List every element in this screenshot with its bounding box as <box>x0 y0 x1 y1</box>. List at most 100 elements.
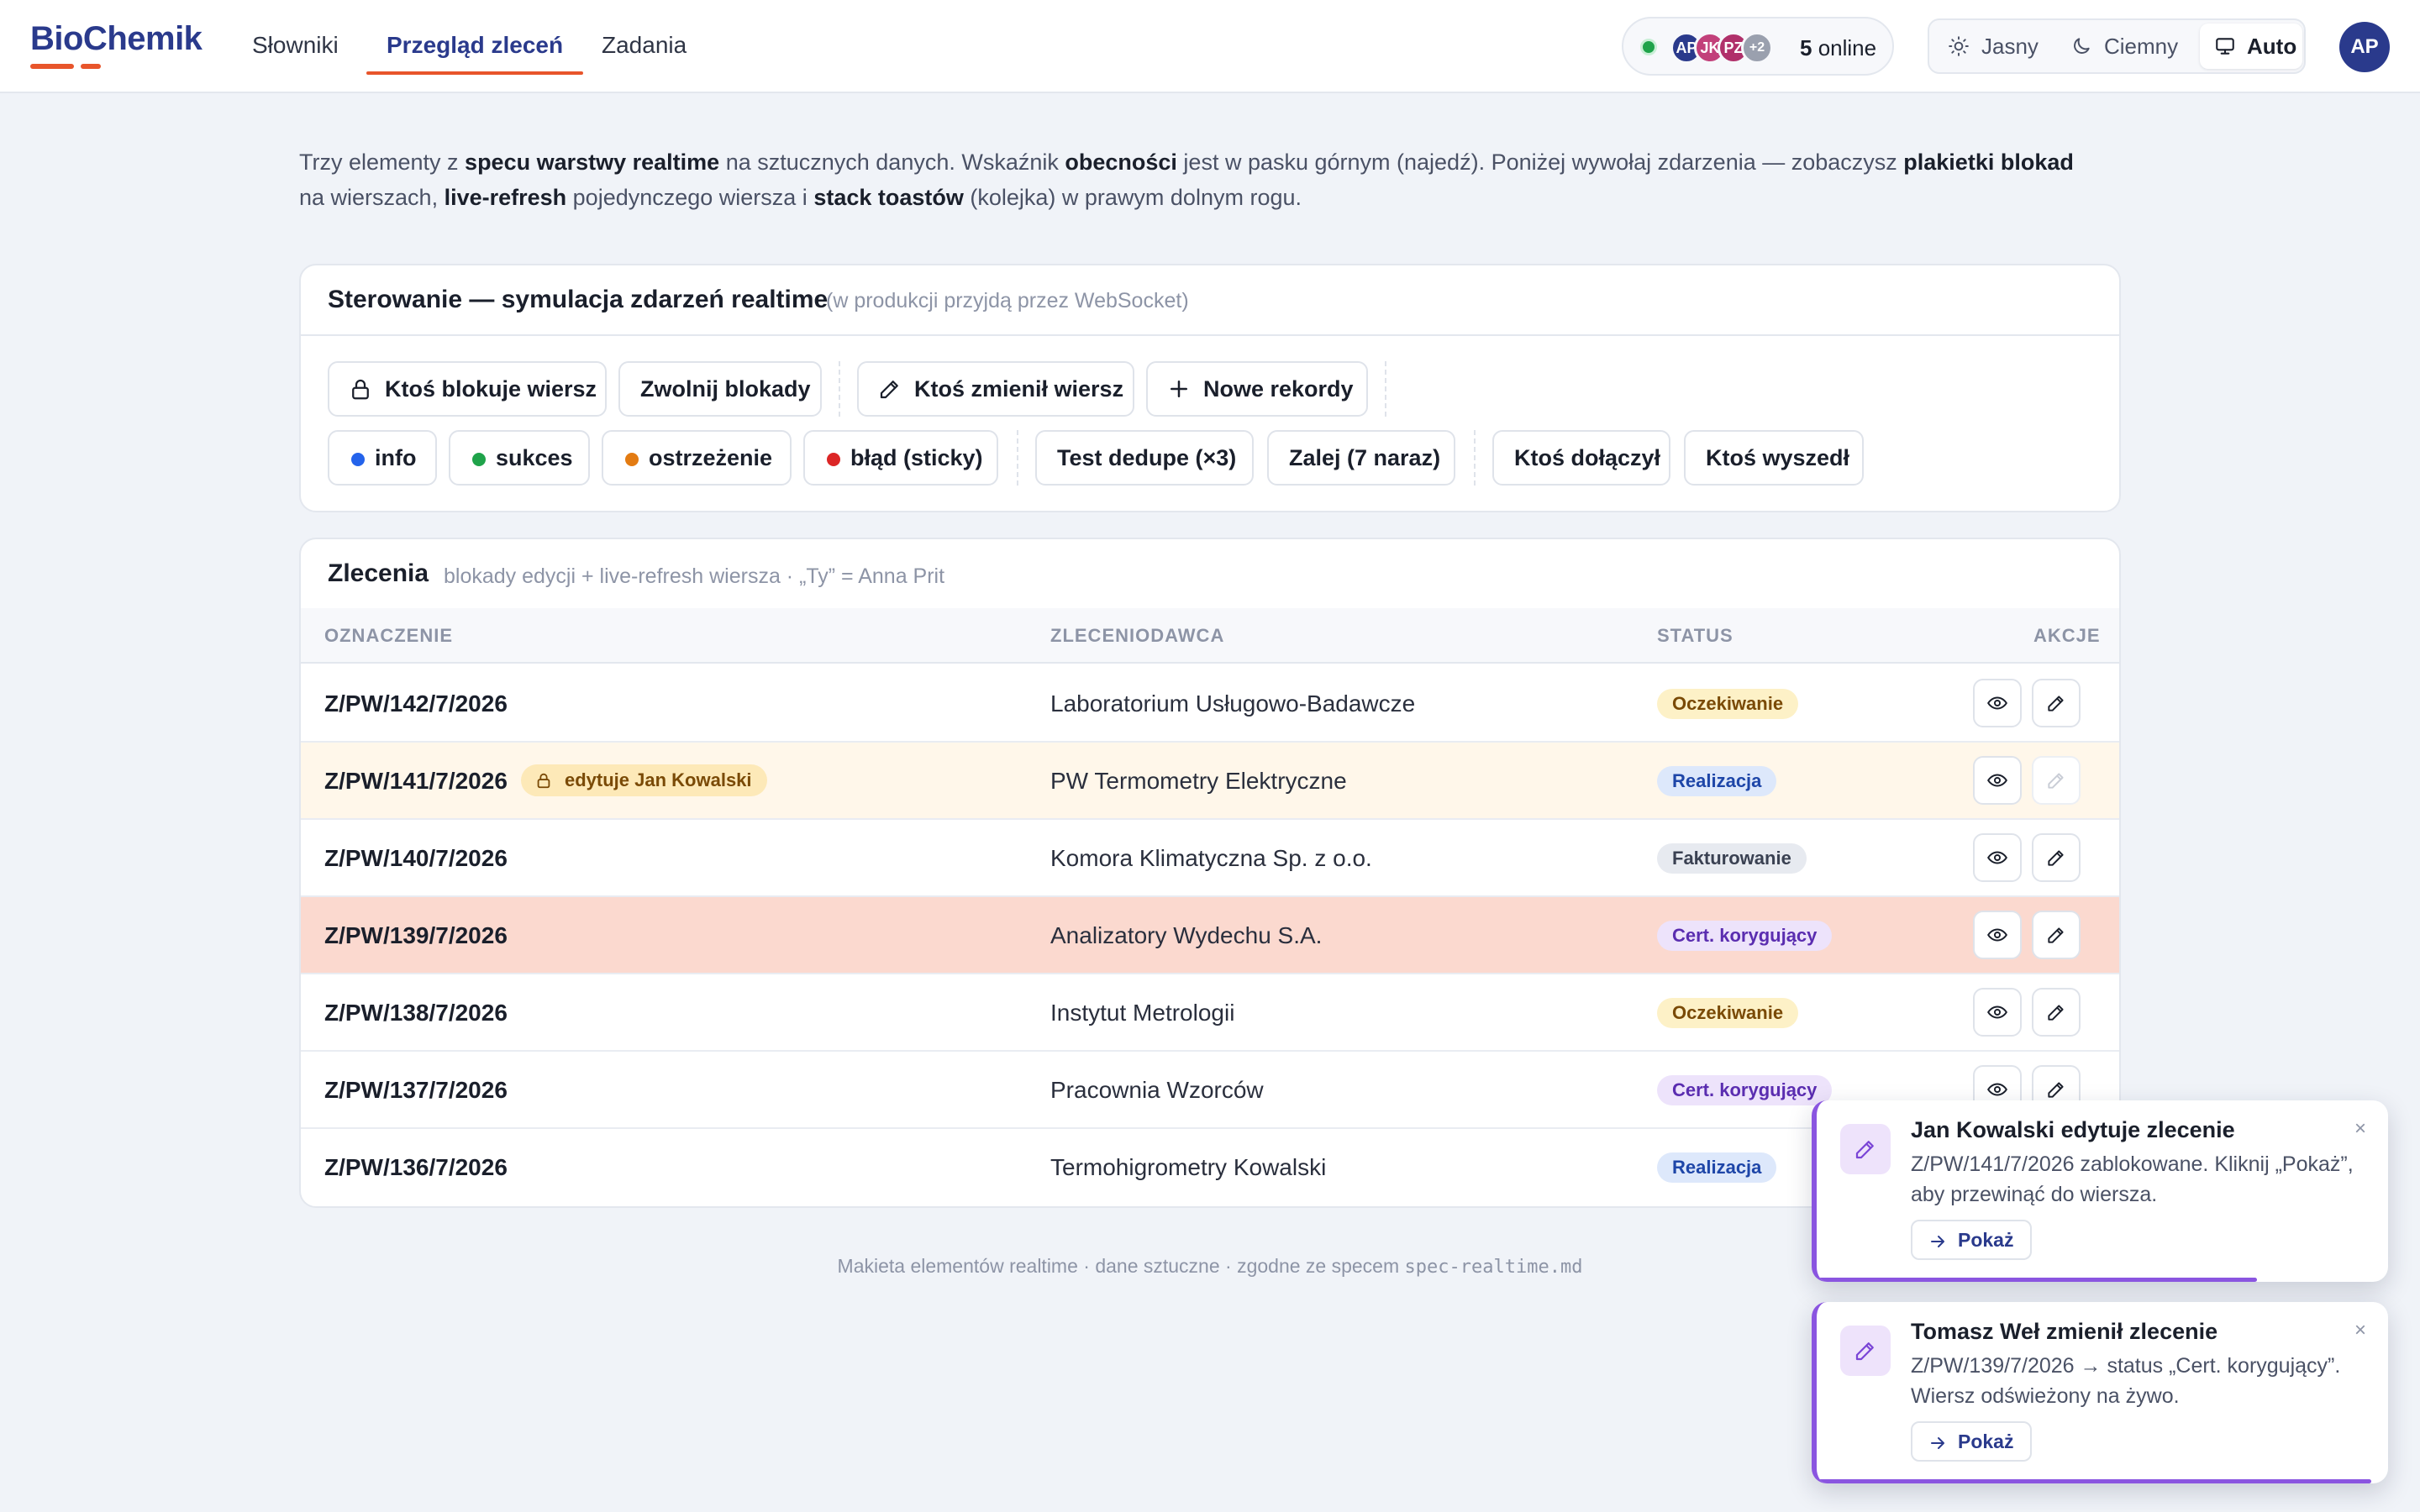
nav-tab-przeglad-zlecen[interactable]: Przegląd zleceń <box>366 0 584 93</box>
eye-icon <box>1986 924 2008 946</box>
client-name: Analizatory Wydechu S.A. <box>1050 922 1323 948</box>
eye-icon <box>1986 769 2008 791</box>
toast-progress <box>1817 1278 2257 1282</box>
user-avatar[interactable]: AP <box>2339 22 2390 72</box>
column-header-zleceniodawca: ZLECENIODAWCA <box>1050 625 1225 646</box>
close-icon[interactable]: × <box>2354 1117 2366 1140</box>
orders-title: Zlecenia <box>328 559 429 587</box>
app-logo[interactable]: BioChemik <box>30 20 203 57</box>
pencil-icon <box>2045 924 2067 946</box>
nav-tab-slowniki[interactable]: Słowniki <box>252 32 339 58</box>
pencil-icon <box>877 376 902 402</box>
warning-dot <box>625 453 639 466</box>
edit-button[interactable] <box>2032 988 2081 1037</box>
divider <box>839 361 840 417</box>
eye-icon <box>1986 1001 2008 1023</box>
divider <box>1385 361 1386 417</box>
toast-success-button[interactable]: sukces <box>449 430 590 486</box>
pencil-icon <box>2045 1001 2067 1023</box>
pencil-icon <box>2045 1079 2067 1100</box>
plus-icon <box>1166 376 1192 402</box>
row-changed-button[interactable]: Ktoś zmienił wiersz <box>857 361 1134 417</box>
view-button[interactable] <box>1973 988 2022 1037</box>
orders-card-header: Zlecenia blokady edycji + live-refresh w… <box>301 539 2119 610</box>
table-row[interactable]: Z/PW/138/7/2026 Instytut Metrologii Oczeki… <box>301 974 2119 1052</box>
table-row[interactable]: Z/PW/141/7/2026 edytuje Jan Kowalski PW Te… <box>301 743 2119 820</box>
toast-show-button[interactable]: Pokaż <box>1911 1220 2033 1260</box>
status-badge: Oczekiwanie <box>1657 998 1799 1028</box>
edit-button[interactable] <box>2032 679 2081 727</box>
toast-message: Z/PW/139/7/2026 → status „Cert. korygują… <box>1911 1354 2341 1408</box>
nav-tab-zadania[interactable]: Zadania <box>602 32 687 58</box>
toast-warning-button[interactable]: ostrzeżenie <box>602 430 792 486</box>
release-locks-button[interactable]: Zwolnij blokady <box>618 361 822 417</box>
client-name: PW Termometry Elektryczne <box>1050 768 1347 794</box>
controls-card-header: Sterowanie — symulacja zdarzeń realtime … <box>301 265 2119 336</box>
status-badge: Oczekiwanie <box>1657 689 1799 719</box>
avatar-overflow: +2 <box>1741 32 1773 64</box>
theme-option-light[interactable]: Jasny <box>1934 24 2052 69</box>
status-badge: Cert. korygujący <box>1657 921 1833 951</box>
divider <box>1017 430 1018 486</box>
column-header-oznaczenie: OZNACZENIE <box>324 625 453 646</box>
eye-icon <box>1986 692 2008 714</box>
toast-title: Tomasz Weł zmienił zlecenie <box>1911 1319 2218 1344</box>
edit-button[interactable] <box>2032 911 2081 959</box>
lock-row-button[interactable]: Ktoś blokuje wiersz <box>328 361 607 417</box>
toast-icon <box>1840 1124 1891 1174</box>
online-count: 5 online <box>1800 35 1877 60</box>
status-badge: Cert. korygujący <box>1657 1075 1833 1105</box>
user-left-button[interactable]: Ktoś wyszedł <box>1684 430 1864 486</box>
new-records-button[interactable]: Nowe rekordy <box>1146 361 1368 417</box>
flood-button[interactable]: Zalej (7 naraz) <box>1267 430 1455 486</box>
client-name: Laboratorium Usługowo-Badawcze <box>1050 690 1416 717</box>
view-button[interactable] <box>1973 833 2022 882</box>
intro-text: Trzy elementy z specu warstwy realtime n… <box>299 150 2074 210</box>
pencil-icon <box>2045 769 2067 791</box>
client-name: Pracownia Wzorców <box>1050 1077 1264 1103</box>
theme-option-dark[interactable]: Ciemny <box>2057 24 2195 69</box>
pencil-icon <box>2045 692 2067 714</box>
close-icon[interactable]: × <box>2354 1319 2366 1341</box>
order-id: Z/PW/138/7/2026 <box>324 1000 508 1026</box>
toast-info-button[interactable]: info <box>328 430 437 486</box>
toast-lock[interactable]: Jan Kowalski edytuje zlecenie × Z/PW/141… <box>1812 1100 2388 1282</box>
controls-subtitle: (w produkcji przyjdą przez WebSocket) <box>826 289 1189 312</box>
user-joined-button[interactable]: Ktoś dołączył <box>1492 430 1670 486</box>
theme-option-auto[interactable]: Auto <box>2200 24 2302 69</box>
eye-icon <box>1986 847 2008 869</box>
info-dot <box>351 453 365 466</box>
arrow-right-icon <box>1928 1231 1948 1252</box>
edit-button[interactable] <box>2032 833 2081 882</box>
toast-change[interactable]: Tomasz Weł zmienił zlecenie × Z/PW/139/7… <box>1812 1302 2388 1483</box>
eye-icon <box>1986 1079 2008 1100</box>
table-row[interactable]: Z/PW/140/7/2026 Komora Klimatyczna Sp. z … <box>301 820 2119 897</box>
toast-error-button[interactable]: błąd (sticky) <box>803 430 998 486</box>
pencil-icon <box>2045 847 2067 869</box>
toast-icon <box>1840 1326 1891 1376</box>
column-header-akcje: AKCJE <box>2033 625 2101 646</box>
dedupe-test-button[interactable]: Test dedupe (×3) <box>1035 430 1254 486</box>
order-id: Z/PW/142/7/2026 <box>324 690 508 717</box>
status-badge: Fakturowanie <box>1657 843 1807 874</box>
client-name: Termohigrometry Kowalski <box>1050 1154 1327 1180</box>
table-row[interactable]: Z/PW/139/7/2026 Analizatory Wydechu S.A. C… <box>301 897 2119 974</box>
toast-progress <box>1817 1479 2371 1483</box>
view-button[interactable] <box>1973 911 2022 959</box>
presence-indicator[interactable]: AP JK PZ +2 5 online <box>1622 17 1894 76</box>
table-row[interactable]: Z/PW/137/7/2026 Pracownia Wzorców Cert. ko… <box>301 1052 2119 1129</box>
success-dot <box>472 453 486 466</box>
pencil-icon <box>1853 1338 1878 1363</box>
view-button[interactable] <box>1973 679 2022 727</box>
monitor-icon <box>2213 35 2237 57</box>
orders-subtitle: blokady edycji + live-refresh wiersza · … <box>444 564 945 588</box>
error-dot <box>827 453 840 466</box>
toast-show-button[interactable]: Pokaż <box>1911 1421 2033 1462</box>
table-row[interactable]: Z/PW/142/7/2026 Laboratorium Usługowo-Bad… <box>301 665 2119 743</box>
status-badge: Realizacja <box>1657 766 1777 796</box>
view-button[interactable] <box>1973 756 2022 805</box>
status-badge: Realizacja <box>1657 1152 1777 1183</box>
toast-title: Jan Kowalski edytuje zlecenie <box>1911 1117 2235 1142</box>
moon-icon <box>2070 35 2092 57</box>
order-id: Z/PW/139/7/2026 <box>324 922 508 948</box>
